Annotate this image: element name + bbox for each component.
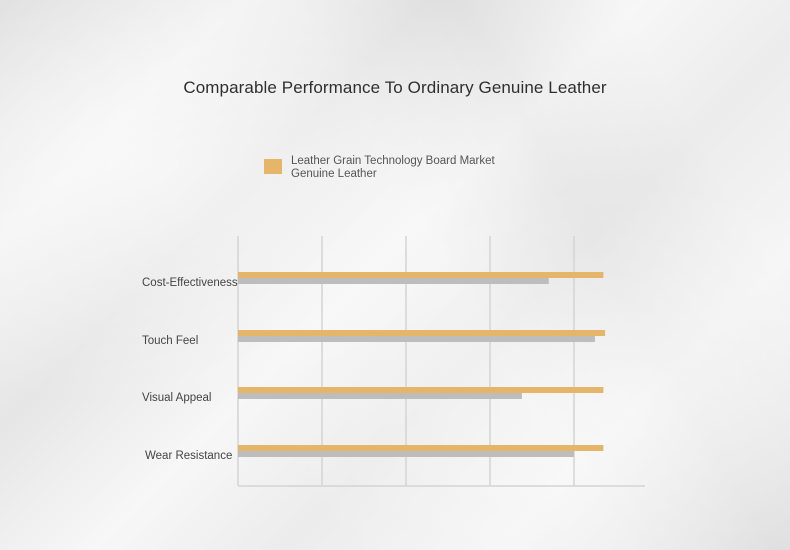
legend-label-series-2: Genuine Leather	[291, 168, 377, 180]
category-label-1: Touch Feel	[142, 335, 198, 347]
category-label-0: Cost-Effectiveness	[142, 277, 238, 289]
bar-series-1-1	[238, 330, 606, 336]
legend-swatch-series-1	[264, 159, 282, 174]
legend-text: Leather Grain Technology Board Market Ge…	[291, 155, 551, 181]
bar-series-2-1	[238, 336, 595, 342]
bar-series-1-0	[238, 272, 604, 278]
category-label-2: Visual Appeal	[142, 392, 211, 404]
chart-title: Comparable Performance To Ordinary Genui…	[183, 78, 607, 97]
bar-series-2-3	[238, 451, 574, 457]
bar-series-1-2	[238, 387, 604, 393]
legend-label-series-1: Leather Grain Technology Board Market	[291, 155, 495, 167]
bar-series-2-0	[238, 278, 549, 284]
category-label-3: Wear Resistance	[145, 450, 232, 462]
bar-series-2-2	[238, 393, 522, 399]
bar-series-1-3	[238, 445, 604, 451]
